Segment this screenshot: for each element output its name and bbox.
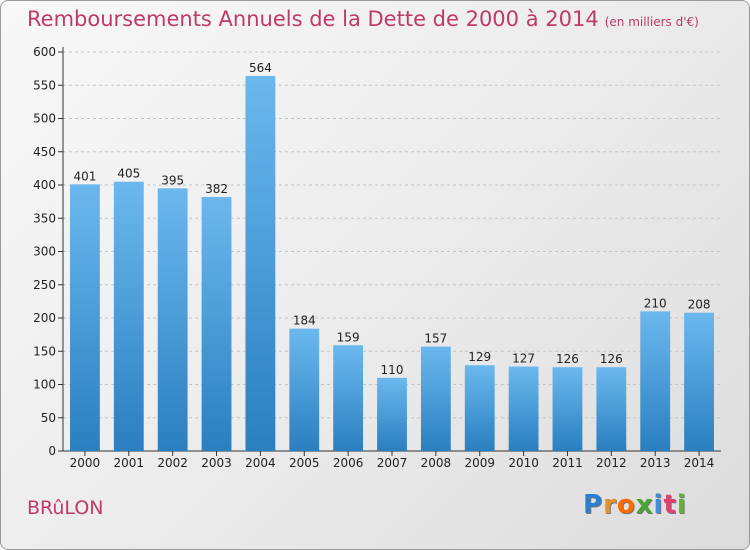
commune-name: BRûLON (27, 497, 104, 519)
bar-value-label: 395 (161, 173, 184, 187)
bar-value-label: 564 (249, 61, 272, 75)
bar (420, 346, 451, 451)
y-tick-label: 500 (33, 112, 56, 126)
bar (640, 311, 671, 451)
bar-value-label: 382 (205, 182, 228, 196)
logo-letter: i (653, 490, 664, 520)
chart-subtitle: (en milliers d'€) (604, 15, 699, 29)
logo-letter: o (616, 490, 636, 520)
bar (157, 188, 188, 451)
bar (70, 184, 100, 451)
x-tick-label: 2003 (201, 456, 232, 470)
y-tick-label: 0 (48, 444, 56, 458)
x-tick-label: 2010 (508, 456, 539, 470)
logo-letter: i (676, 490, 687, 520)
bar-value-label: 159 (337, 330, 360, 344)
bar (508, 366, 539, 451)
bar (201, 196, 232, 451)
bar (245, 75, 276, 451)
bar-value-label: 208 (688, 298, 711, 312)
x-tick-label: 2007 (377, 456, 408, 470)
y-tick-label: 300 (33, 245, 56, 259)
x-tick-label: 2008 (421, 456, 452, 470)
x-tick-label: 2001 (114, 456, 145, 470)
x-tick-label: 2012 (596, 456, 627, 470)
bar-value-label: 126 (556, 352, 579, 366)
y-tick-label: 200 (33, 311, 56, 325)
bar (377, 377, 407, 451)
y-tick-label: 250 (33, 278, 56, 292)
bar-value-label: 127 (512, 352, 535, 366)
logo-letter: x (635, 490, 654, 520)
bar-value-label: 401 (73, 169, 96, 183)
x-tick-label: 2006 (333, 456, 364, 470)
y-tick-label: 600 (33, 45, 56, 59)
bar-value-label: 129 (468, 350, 491, 364)
x-tick-label: 2000 (70, 456, 101, 470)
y-tick-label: 50 (41, 411, 56, 425)
bar-value-label: 110 (381, 363, 404, 377)
y-tick-label: 550 (33, 78, 56, 92)
logo-letter: r (603, 490, 617, 520)
x-tick-label: 2009 (464, 456, 495, 470)
x-tick-label: 2004 (245, 456, 276, 470)
y-tick-label: 100 (33, 378, 56, 392)
bar (289, 328, 320, 451)
bar-value-label: 210 (644, 296, 667, 310)
x-tick-label: 2005 (289, 456, 320, 470)
bar (552, 367, 583, 451)
bar (464, 365, 495, 451)
y-tick-label: 450 (33, 145, 56, 159)
y-tick-label: 400 (33, 178, 56, 192)
bar-value-label: 157 (424, 332, 447, 346)
y-tick-label: 350 (33, 211, 56, 225)
x-tick-label: 2002 (157, 456, 188, 470)
logo-letter: t (663, 490, 677, 520)
y-tick-label: 150 (33, 344, 56, 358)
bar (596, 367, 627, 451)
proxiti-logo: Proxiti (583, 490, 687, 520)
chart-title-text: Remboursements Annuels de la Dette de 20… (27, 7, 599, 31)
bar-value-label: 184 (293, 314, 316, 328)
bar-value-label: 405 (117, 167, 140, 181)
x-tick-label: 2013 (640, 456, 671, 470)
bar (333, 345, 364, 451)
chart-title: Remboursements Annuels de la Dette de 20… (27, 7, 699, 31)
logo-letter: P (583, 490, 604, 520)
x-tick-label: 2011 (552, 456, 583, 470)
x-tick-label: 2014 (684, 456, 715, 470)
bar-value-label: 126 (600, 352, 623, 366)
bar (113, 181, 144, 452)
bar (684, 312, 714, 451)
